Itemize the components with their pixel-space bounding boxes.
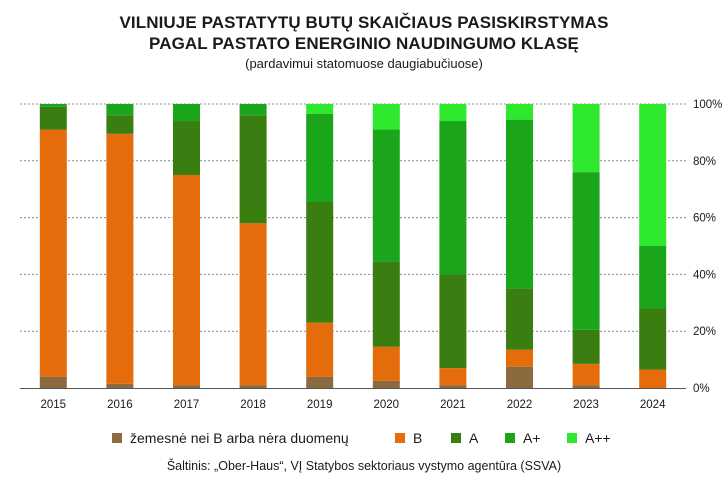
bar-segment — [106, 115, 134, 134]
legend-item: B — [395, 430, 422, 446]
bar-segment — [39, 104, 67, 107]
y-tick-label: 0% — [693, 383, 710, 395]
x-tick-label: 2022 — [507, 399, 533, 411]
bar-segment — [306, 376, 334, 388]
x-tick-label: 2021 — [440, 399, 466, 411]
bar-segment — [639, 308, 667, 370]
bar-segment — [639, 246, 667, 309]
chart-title-line-2: PAGAL PASTATO ENERGINIO NAUDINGUMO KLASĘ — [149, 34, 579, 53]
bar-segment — [239, 104, 267, 116]
bar-segment — [39, 106, 67, 130]
legend-item: A — [451, 430, 478, 446]
bar-segment — [372, 346, 400, 381]
legend-label: B — [413, 430, 423, 446]
bar-segment — [306, 322, 334, 377]
bar-segment — [306, 104, 334, 114]
bar-segment — [572, 104, 600, 173]
y-tick-label: 40% — [693, 269, 716, 281]
bar-segment — [306, 201, 334, 323]
bar-segment — [572, 172, 600, 330]
legend-item: žemesnė nei B arba nėra duomenų — [112, 430, 349, 446]
legend-swatch — [567, 433, 577, 443]
x-tick-label: 2018 — [240, 399, 266, 411]
bar-segment — [506, 119, 533, 289]
bar-segment — [639, 369, 667, 388]
bar-segment — [239, 223, 267, 386]
bar-segment — [639, 104, 667, 246]
legend-swatch — [112, 433, 122, 443]
bar-segment — [306, 113, 334, 202]
bar-segment — [372, 129, 400, 262]
bar-segment — [173, 104, 200, 122]
legend-label: A+ — [523, 430, 541, 446]
y-tick-label: 100% — [693, 99, 722, 111]
bar-segment — [506, 349, 533, 367]
bar-segment — [506, 288, 533, 350]
legend-item: A+ — [505, 430, 541, 446]
bar-segment — [572, 329, 600, 364]
legend-swatch — [395, 433, 405, 443]
legend-label: A — [469, 430, 479, 446]
legend-item: A++ — [567, 430, 611, 446]
bar-segment — [372, 380, 400, 388]
bar-segment — [439, 121, 467, 275]
bar-segment — [106, 383, 134, 388]
x-tick-label: 2019 — [307, 399, 333, 411]
bar-segment — [106, 104, 134, 116]
bar-segment — [173, 385, 200, 388]
bar-segment — [439, 385, 467, 388]
legend-swatch — [505, 433, 515, 443]
x-tick-label: 2016 — [107, 399, 133, 411]
legend-swatch — [451, 433, 461, 443]
bar-segment — [173, 175, 200, 386]
x-tick-label: 2024 — [640, 399, 666, 411]
bar-segment — [173, 121, 200, 175]
bar-segment — [506, 366, 533, 388]
stacked-bar-chart: 0% 20% 40% 60% 80% 100% 2015 2016 2017 2018 2019 20… — [20, 99, 722, 411]
bar-segment — [372, 261, 400, 347]
bar-segment — [39, 376, 67, 388]
bar-segment — [572, 385, 600, 388]
y-tick-label: 80% — [693, 156, 716, 168]
legend-label: žemesnė nei B arba nėra duomenų — [130, 430, 349, 446]
bar-segment — [239, 115, 267, 224]
chart-subtitle: (pardavimui statomuose daugiabučiuose) — [245, 56, 483, 71]
bar-segment — [239, 385, 267, 388]
x-tick-label: 2017 — [174, 399, 200, 411]
bar-segment — [39, 129, 67, 377]
y-tick-label: 20% — [693, 326, 716, 338]
chart-title-line-1: VILNIUJE PASTATYTŲ BUTŲ SKAIČIAUS PASISK… — [119, 13, 609, 32]
bar-segment — [439, 274, 467, 369]
bar-segment — [106, 133, 134, 384]
legend-label: A++ — [585, 430, 611, 446]
chart-legend: žemesnė nei B arba nėra duomenų B A A+ A++ — [0, 430, 728, 448]
y-tick-label: 60% — [693, 213, 716, 225]
bar-segment — [439, 368, 467, 386]
bar-segment — [572, 363, 600, 386]
x-tick-label: 2015 — [41, 399, 67, 411]
bar-segment — [506, 104, 533, 120]
x-tick-label: 2023 — [573, 399, 599, 411]
x-tick-label: 2020 — [374, 399, 400, 411]
bar-segment — [372, 104, 400, 130]
bar-segment — [439, 104, 467, 122]
source-note: Šaltinis: „Ober-Haus“, VĮ Statybos sekto… — [166, 459, 562, 473]
